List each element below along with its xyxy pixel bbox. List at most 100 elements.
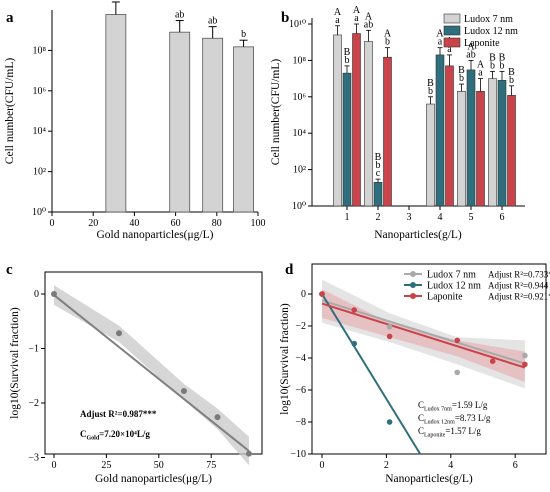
significance-letter-a: ab [175, 10, 184, 21]
y-tick-label-c: −3 [28, 453, 39, 464]
panel-d-letter: d [285, 262, 294, 278]
data-point-d [351, 340, 358, 347]
x-tick-label-b: 4 [438, 212, 443, 223]
y-tick-label-c: −2 [28, 398, 39, 409]
legend-label-b: Ludox 7 nm [464, 14, 513, 25]
x-tick-label-b: 2 [376, 212, 381, 223]
x-tick-label-b: 3 [407, 212, 412, 223]
bar-b [445, 65, 454, 207]
significance-letter-b: b [376, 160, 381, 171]
bar-b [476, 91, 485, 207]
y-tick-label-a: 10⁸ [33, 45, 47, 56]
significance-letter-b: A [467, 41, 475, 52]
fit-line-d [321, 293, 422, 455]
y-tick-label-d: −8 [295, 417, 306, 428]
significance-letter-b: A [334, 7, 342, 18]
data-point-c [51, 291, 57, 297]
significance-letter-b: B [489, 52, 496, 63]
bar-b [333, 34, 342, 207]
legend-label-b: Ludox 12 nm [464, 26, 518, 37]
c-value-c: =7.20×10⁴L/g [99, 429, 150, 439]
significance-letter-b: A [365, 11, 373, 22]
legend-marker-d [410, 293, 416, 299]
x-axis-title-a: Gold nanoparticles(μg/L) [97, 229, 214, 241]
bar-b [342, 72, 352, 207]
y-axis-title-a: Cell number(CFU/mL) [4, 58, 16, 165]
bar-b [488, 78, 497, 207]
y-tick-label-c: −1 [28, 344, 39, 355]
bar-b [383, 56, 392, 207]
y-axis-title-d: log10(Survival fraction) [279, 303, 291, 415]
c-sub-d: Laponite [424, 433, 446, 439]
c-value-d: =1.57 L/g [445, 426, 481, 436]
bar-a [105, 14, 127, 213]
c-main-d: C [418, 426, 424, 436]
y-tick-label-a: 10⁰ [32, 207, 46, 218]
x-tick-label-c: 75 [206, 460, 216, 471]
data-point-d [386, 333, 393, 340]
x-tick-label-c: 50 [154, 460, 164, 471]
x-tick-label-a: 0 [50, 218, 55, 229]
significance-letter-b: a [478, 68, 483, 79]
c-value-annotation-d: CLaponite=1.57 L/g [418, 426, 481, 439]
significance-letter-b: B [375, 152, 382, 163]
fit-line-c [53, 294, 250, 452]
data-point-c [115, 330, 122, 337]
significance-letter-b: a [438, 37, 443, 48]
legend-r2-d: Adjust R²=0.921** [488, 292, 550, 302]
significance-letter-b: B [344, 47, 351, 58]
x-tick-label-a: 60 [171, 218, 181, 229]
legend-label-d: Ludox 7 nm [427, 270, 476, 281]
legend-r2-d: Adjust R²=0.944 [488, 281, 549, 291]
y-axis-title-c: log10(Survival fraction) [9, 307, 21, 419]
significance-letter-b: b [385, 37, 390, 48]
bar-b [373, 182, 383, 207]
x-axis-title-d: Nanoparticles(g/L) [385, 473, 473, 485]
significance-letter-b: b [490, 60, 495, 71]
data-point-d [351, 307, 358, 313]
significance-letter-b: B [427, 78, 434, 89]
bar-a [202, 37, 224, 213]
significance-letter-b: B [499, 52, 506, 63]
y-tick-label-b: 10⁰ [292, 201, 306, 212]
significance-letter-b: ab [364, 19, 373, 30]
data-point-d [386, 324, 393, 330]
data-point-d [522, 361, 528, 368]
legend-marker-d [410, 282, 416, 288]
legend-swatch-b [443, 13, 461, 24]
significance-letter-b: B [508, 67, 515, 78]
significance-letter-b: A [353, 5, 361, 16]
legend-label-b: Laponite [464, 38, 500, 49]
confidence-band-c [54, 285, 249, 466]
significance-letter-b: a [335, 15, 340, 26]
bar-b [466, 69, 476, 207]
bar-b [457, 91, 466, 207]
x-tick-label-d: 4 [448, 460, 453, 471]
y-tick-label-b: 10⁸ [293, 55, 307, 66]
y-tick-label-b: 10⁶ [293, 92, 307, 103]
x-tick-label-c: 25 [101, 460, 111, 471]
panel-a-chart: a 10⁰ 10² 10⁴ 10⁶ 10⁸ 0 20 40 60 80 100 a ab ab b Cell n… [4, 0, 266, 241]
bar-b [426, 103, 435, 207]
c-value-d: =8.73 L/g [455, 413, 491, 423]
panel-c-chart: c 0 25 50 75 0 −1 −2 −3 Adjust R²=0.987*** CGold=7… [6, 262, 263, 485]
x-tick-label-d: 6 [513, 460, 518, 471]
x-tick-label-a: 80 [212, 218, 222, 229]
c-main-c: C [80, 429, 87, 439]
y-axis-title-b: Cell number(CFU/mL) [270, 59, 282, 166]
data-point-d [319, 291, 325, 297]
bar-a [169, 31, 191, 213]
y-tick-label-a: 10² [33, 167, 46, 178]
legend-swatch-b [443, 25, 461, 36]
data-point-c [214, 414, 221, 421]
x-tick-label-b: 6 [500, 212, 505, 223]
significance-letter-b: B [458, 65, 465, 76]
x-axis-title-b: Nanoparticles(g/L) [374, 229, 462, 241]
y-tick-label-a: 10⁴ [33, 126, 47, 137]
y-tick-label-d: −2 [295, 321, 306, 332]
x-tick-label-b: 1 [345, 212, 350, 223]
significance-letter-a: ab [208, 16, 217, 27]
significance-letter-b: b [345, 55, 350, 66]
